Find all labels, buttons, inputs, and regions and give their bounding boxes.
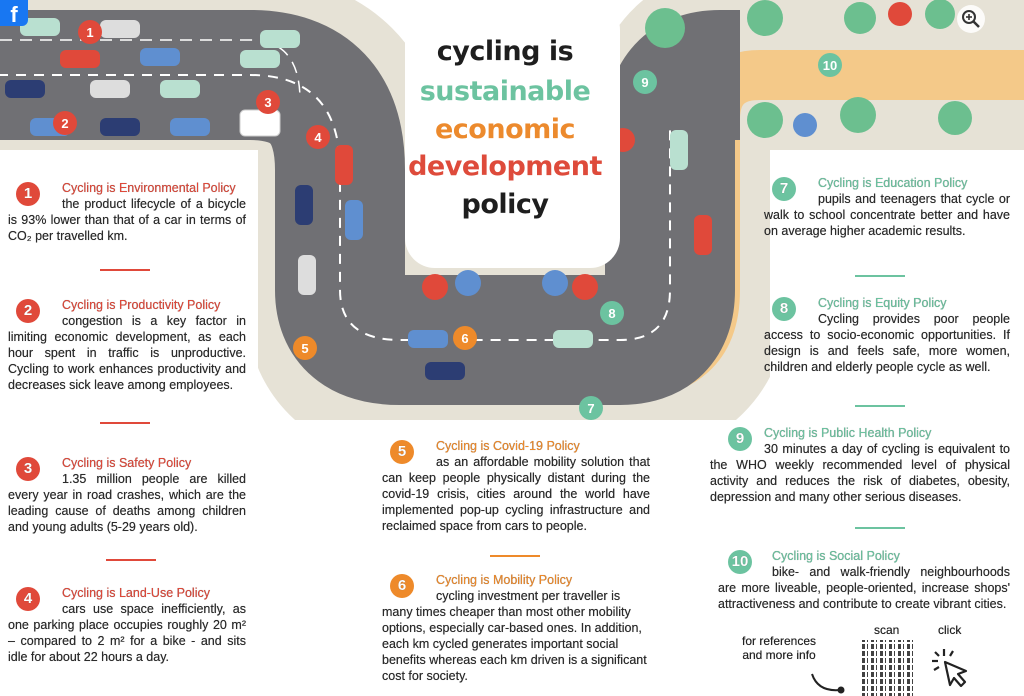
policy-1: 1 Cycling is Environmental Policy the pr… (8, 180, 246, 244)
policy-number: 8 (772, 297, 796, 321)
qr-code-icon[interactable] (862, 640, 916, 696)
policy-title: Cycling is Mobility Policy (436, 573, 573, 587)
policy-title: Cycling is Equity Policy (818, 296, 947, 310)
svg-text:3: 3 (264, 95, 271, 110)
policy-9: 9 Cycling is Public Health Policy 30 min… (710, 425, 1010, 505)
title-line-1: cycling is (436, 36, 574, 67)
policy-4: 4 Cycling is Land-Use Policy cars use sp… (8, 585, 246, 665)
policy-number: 2 (16, 299, 40, 323)
street-illustration: 1 2 3 4 5 6 7 8 9 10 (0, 0, 1024, 420)
policy-title: Cycling is Social Policy (772, 549, 900, 563)
policy-body: Cycling provides poor people access to s… (764, 312, 1010, 374)
road (0, 9, 740, 405)
svg-text:1: 1 (86, 25, 93, 40)
policy-6: 6 Cycling is Mobility Policy cycling inv… (382, 572, 650, 684)
policy-number: 3 (16, 457, 40, 481)
title-line-5: policy (461, 189, 550, 220)
policy-number: 5 (390, 440, 414, 464)
divider (100, 269, 150, 271)
policy-title: Cycling is Productivity Policy (62, 298, 221, 312)
map-markers: 1 2 3 4 5 6 7 8 9 10 (53, 20, 842, 420)
policy-number: 7 (772, 177, 796, 201)
policy-title: Cycling is Safety Policy (62, 456, 192, 470)
policy-3: 3 Cycling is Safety Policy 1.35 million … (8, 455, 246, 535)
trees (645, 0, 972, 138)
scan-label: scan (874, 623, 900, 637)
svg-text:4: 4 (314, 130, 322, 145)
policy-number: 10 (728, 550, 752, 574)
zoom-in-icon[interactable] (956, 4, 986, 34)
lane-marking (0, 39, 301, 101)
cars (5, 18, 712, 380)
references-line-2: and more info (742, 648, 816, 662)
svg-text:5: 5 (301, 341, 308, 356)
divider (490, 555, 540, 557)
svg-text:9: 9 (641, 75, 648, 90)
policy-2: 2 Cycling is Productivity Policy congest… (8, 297, 246, 393)
policy-number: 1 (16, 182, 40, 206)
policy-number: 9 (728, 427, 752, 451)
policy-body: cycling investment per traveller is many… (382, 589, 647, 683)
svg-text:8: 8 (608, 306, 615, 321)
policy-body: cars use space inefficiently, as one par… (8, 602, 246, 664)
facebook-icon[interactable]: f (0, 0, 28, 27)
svg-text:6: 6 (461, 331, 468, 346)
umbrellas (422, 2, 912, 300)
click-label: click (938, 623, 962, 637)
policy-title: Cycling is Public Health Policy (764, 426, 932, 440)
title-line-2: sustainable (419, 76, 591, 107)
policy-body: the product lifecycle of a bicycle is 93… (8, 197, 246, 243)
policy-5: 5 Cycling is Covid-19 Policy as an affor… (382, 438, 650, 534)
policy-body: as an affordable mobility solution that … (382, 455, 650, 533)
policy-number: 4 (16, 587, 40, 611)
divider (106, 559, 156, 561)
policy-7: 7 Cycling is Education Policy pupils and… (764, 175, 1010, 239)
policy-body: 30 minutes a day of cycling is equivalen… (710, 442, 1010, 504)
divider (855, 275, 905, 277)
policy-title: Cycling is Education Policy (818, 176, 968, 190)
references-note: for references and more info (742, 634, 816, 662)
svg-text:7: 7 (587, 401, 594, 416)
arrow-icon (811, 673, 845, 694)
policy-body: congestion is a key factor in limiting e… (8, 314, 246, 392)
policy-number: 6 (390, 574, 414, 598)
cursor-click-icon[interactable] (928, 645, 974, 691)
policy-8: 8 Cycling is Equity Policy Cycling provi… (764, 295, 1010, 375)
title-line-3: economic (434, 114, 576, 145)
svg-text:10: 10 (823, 58, 837, 73)
title-line-4: development (408, 151, 602, 182)
references-line-1: for references (742, 634, 817, 648)
svg-text:2: 2 (61, 116, 68, 131)
policy-title: Cycling is Covid-19 Policy (436, 439, 580, 453)
policy-title: Cycling is Environmental Policy (62, 181, 236, 195)
divider (855, 405, 905, 407)
lane-marking (0, 74, 671, 341)
policy-10: 10 Cycling is Social Policy bike- and wa… (718, 548, 1010, 612)
divider (100, 422, 150, 424)
policy-body: pupils and teenagers that cycle or walk … (764, 192, 1010, 238)
divider (855, 527, 905, 529)
policy-body: 1.35 million people are killed every yea… (8, 472, 246, 534)
policy-body: bike- and walk-friendly neighbourhoods a… (718, 565, 1010, 611)
policy-title: Cycling is Land-Use Policy (62, 586, 210, 600)
